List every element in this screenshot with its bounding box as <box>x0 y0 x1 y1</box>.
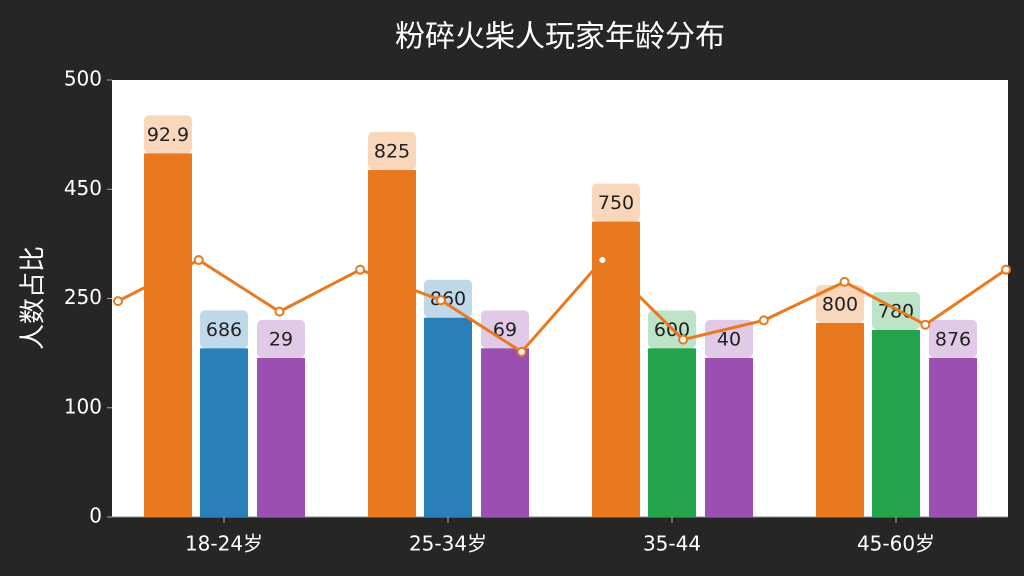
bar-annotation: 92.9 <box>147 124 189 146</box>
line-point <box>355 264 366 275</box>
line-point <box>193 255 204 266</box>
x-tick-label: 35-44 <box>643 532 701 556</box>
bar-annotation: 750 <box>598 192 634 214</box>
bar-cap <box>929 319 977 358</box>
bar-annotation: 29 <box>269 328 293 350</box>
bar-annotation: 40 <box>717 328 741 350</box>
bar <box>144 153 192 517</box>
bar <box>648 348 696 517</box>
line-point <box>839 276 850 287</box>
bar <box>929 357 977 517</box>
bar <box>200 348 248 517</box>
bar <box>368 170 416 517</box>
y-tick-label: 500 <box>64 67 102 91</box>
bar-annotation: 825 <box>374 141 410 163</box>
bar-cap <box>705 319 753 358</box>
line-point <box>758 315 769 326</box>
bar-cap <box>200 310 248 349</box>
line-point <box>1001 264 1011 275</box>
line-point <box>516 346 527 357</box>
bar-cap <box>481 310 529 349</box>
y-tick-label: 100 <box>64 394 102 418</box>
y-tick-label: 0 <box>89 504 102 528</box>
bar <box>481 348 529 517</box>
bar <box>705 357 753 517</box>
y-tick-label: 450 <box>64 176 102 200</box>
line-point <box>597 255 608 266</box>
bar <box>424 317 472 517</box>
line-point <box>435 295 446 306</box>
x-tick-label: 45-60岁 <box>857 532 935 556</box>
x-tick-label: 18-24岁 <box>185 532 263 556</box>
y-tick-label: 250 <box>64 285 102 309</box>
bar-annotation: 876 <box>935 328 971 350</box>
bar-cap <box>144 115 192 154</box>
bar-cap <box>816 284 864 323</box>
line-point <box>678 334 689 345</box>
bar-cap <box>592 183 640 222</box>
y-axis-label: 人数占比 <box>19 246 49 350</box>
line-point <box>920 319 931 330</box>
bar-cap <box>424 279 472 318</box>
line <box>117 258 1007 354</box>
bar-annotation: 800 <box>822 293 858 315</box>
bar-annotation: 686 <box>206 319 242 341</box>
bar <box>872 329 920 517</box>
line-point <box>113 296 123 307</box>
chart-title: 粉碎火柴人玩家年龄分布 <box>395 20 725 55</box>
bar-cap <box>257 319 305 358</box>
bar-cap <box>368 132 416 171</box>
bar <box>816 322 864 517</box>
line-point <box>274 306 285 317</box>
x-tick-label: 25-34岁 <box>409 532 487 556</box>
bar <box>592 221 640 517</box>
bar <box>257 357 305 517</box>
bar-annotation: 69 <box>493 319 517 341</box>
